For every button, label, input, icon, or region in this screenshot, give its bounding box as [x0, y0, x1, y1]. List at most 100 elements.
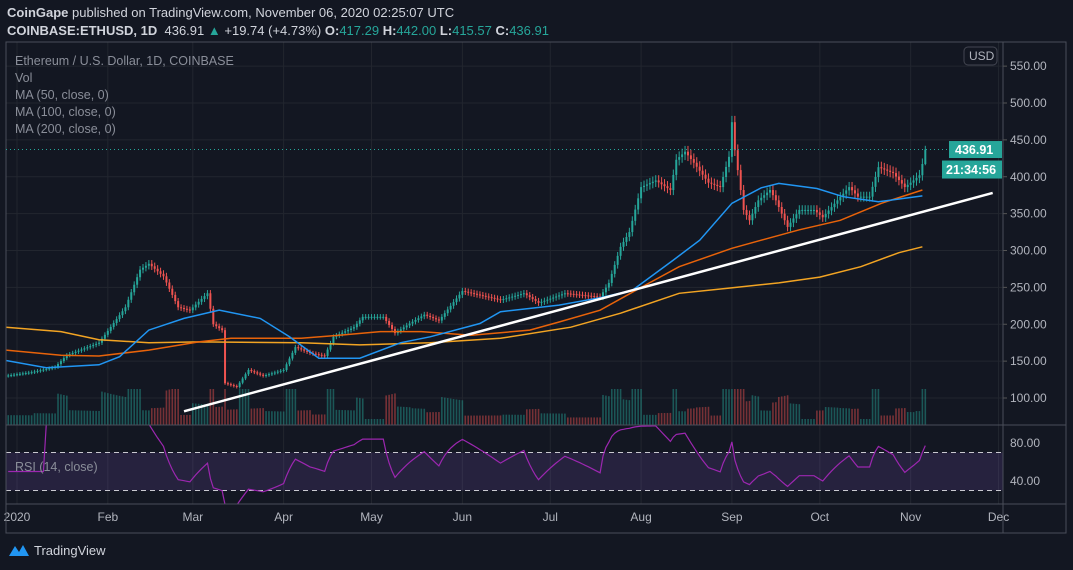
volume-bar — [107, 393, 109, 425]
volume-bar — [487, 415, 490, 425]
volume-bar — [192, 403, 194, 425]
candle-body — [719, 185, 722, 188]
candle-body — [742, 190, 745, 210]
candle-body — [801, 209, 804, 211]
candle-body — [886, 169, 889, 171]
candle-body — [628, 232, 631, 237]
volume-bar — [675, 389, 678, 425]
candle-body — [596, 296, 599, 298]
candle-body — [232, 385, 235, 387]
volume-bar — [335, 409, 338, 425]
candle-body — [21, 373, 24, 375]
candles — [6, 115, 927, 389]
volume-bar — [479, 415, 481, 425]
volume-bar — [74, 410, 77, 425]
ma50-line — [6, 182, 923, 369]
volume-bar — [89, 410, 92, 425]
volume-bar — [212, 389, 215, 425]
tradingview-logo[interactable]: TradingView — [8, 542, 106, 558]
volume-bar — [584, 417, 587, 425]
volume-bar — [227, 409, 229, 425]
candle-body — [103, 334, 106, 339]
volume-bar — [754, 395, 757, 425]
volume-bar — [666, 412, 669, 425]
candle-body — [760, 197, 763, 201]
volume-bar — [370, 419, 373, 425]
volume-bar — [297, 410, 300, 425]
candle-body — [534, 299, 537, 301]
candle-body — [411, 321, 414, 324]
candle-body — [798, 209, 801, 215]
volume-bar — [194, 403, 197, 425]
candle-body — [613, 264, 616, 274]
volume-bar — [868, 419, 871, 425]
volume-bar — [206, 404, 209, 425]
volume-bar — [816, 410, 818, 425]
volume-bar — [476, 415, 478, 425]
volume-bar — [558, 413, 560, 425]
volume-bar — [376, 419, 379, 425]
candle-body — [660, 182, 663, 185]
volume-bar — [848, 408, 850, 425]
candle-body — [200, 298, 203, 302]
candle-body — [727, 156, 730, 167]
candle-body — [675, 159, 678, 175]
candle-body — [871, 186, 874, 197]
volume-bar — [909, 412, 912, 425]
volume-bar — [608, 396, 610, 425]
candle-body — [493, 297, 496, 299]
volume-bar — [27, 415, 30, 425]
candle-body — [862, 196, 865, 198]
volume-bar — [590, 417, 593, 425]
candle-body — [203, 296, 206, 299]
volume-bar — [672, 389, 675, 425]
volume-bar — [379, 419, 382, 425]
volume-bar — [60, 394, 62, 425]
candle-body — [162, 273, 165, 277]
candle-body — [241, 378, 244, 383]
currency-badge[interactable] — [963, 46, 998, 66]
volume-bar — [39, 413, 42, 425]
close-label: C: — [495, 23, 510, 38]
candle-body — [112, 323, 115, 327]
candle-body — [853, 190, 856, 194]
candle-body — [777, 200, 780, 207]
x-tick-label: Feb — [97, 510, 118, 524]
candle-body — [141, 267, 144, 270]
candle-body — [856, 193, 859, 197]
volume-bar — [871, 389, 874, 425]
volume-bar — [414, 408, 417, 425]
volume-bar — [710, 415, 713, 425]
x-tick-label: Nov — [900, 510, 921, 524]
volume-bar — [285, 389, 288, 425]
volume-bar — [470, 415, 472, 425]
volume-bar — [610, 389, 613, 425]
candle-body — [288, 358, 291, 365]
candle-body — [587, 295, 590, 297]
volume-bar — [168, 389, 171, 425]
candle-body — [341, 332, 344, 335]
volume-bar — [458, 399, 461, 425]
candle-body — [745, 209, 748, 216]
candle-body — [317, 354, 320, 356]
candle-body — [282, 369, 285, 371]
close-value: 436.91 — [509, 23, 549, 38]
candle-body — [815, 209, 818, 213]
x-tick-label: 2020 — [4, 510, 31, 524]
volume-bar — [361, 398, 364, 425]
candle-body — [188, 309, 191, 311]
volume-bar — [218, 406, 220, 425]
candle-body — [640, 187, 643, 199]
candle-body — [297, 347, 300, 349]
volume-bar — [511, 414, 513, 425]
volume-bar — [622, 399, 625, 425]
volume-bar — [854, 408, 856, 425]
volume-bar — [901, 408, 903, 425]
volume-bar — [851, 408, 853, 425]
candle-body — [57, 364, 60, 368]
legend-ma50: MA (50, close, 0) — [15, 88, 109, 102]
volume-bar — [63, 395, 65, 425]
volume-bar — [92, 410, 94, 425]
volume-bar — [865, 419, 868, 425]
